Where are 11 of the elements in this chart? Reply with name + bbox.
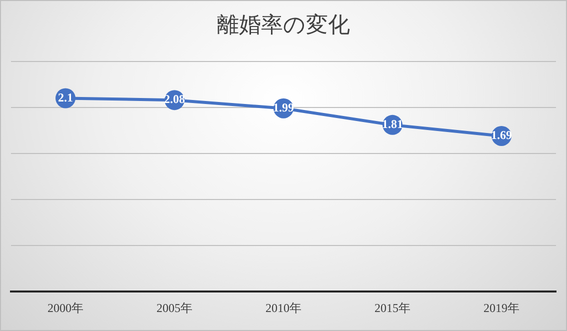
x-tick-label: 2005年 <box>156 300 192 315</box>
x-tick-label: 2015年 <box>374 300 410 315</box>
x-tick-label: 2000年 <box>48 300 84 315</box>
data-label: 2.1 <box>58 90 73 104</box>
chart-title: 離婚率の変化 <box>217 12 350 37</box>
data-label: 1.69 <box>491 128 512 142</box>
data-label: 1.81 <box>382 117 403 132</box>
x-tick-label: 2010年 <box>266 300 302 315</box>
data-label: 1.99 <box>273 100 294 114</box>
x-tick-label: 2019年 <box>484 300 520 315</box>
data-label: 2.08 <box>164 92 185 106</box>
